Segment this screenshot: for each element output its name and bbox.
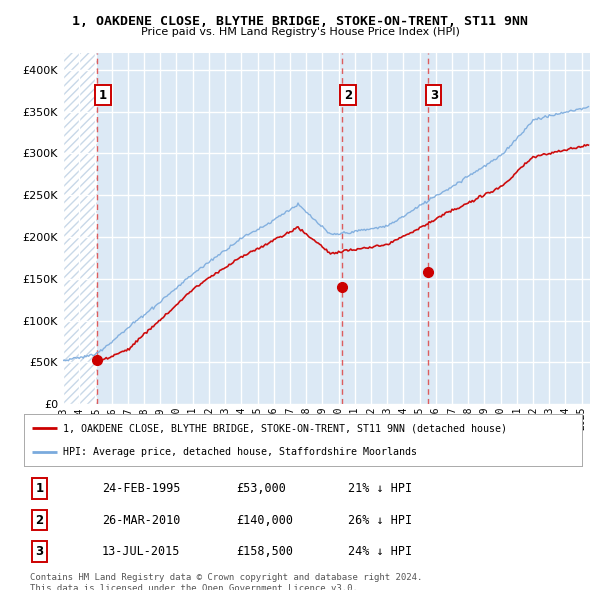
Text: 13-JUL-2015: 13-JUL-2015 xyxy=(102,545,181,558)
Text: 1, OAKDENE CLOSE, BLYTHE BRIDGE, STOKE-ON-TRENT, ST11 9NN: 1, OAKDENE CLOSE, BLYTHE BRIDGE, STOKE-O… xyxy=(72,15,528,28)
Text: Price paid vs. HM Land Registry's House Price Index (HPI): Price paid vs. HM Land Registry's House … xyxy=(140,27,460,37)
Text: £140,000: £140,000 xyxy=(236,513,293,526)
Text: HPI: Average price, detached house, Staffordshire Moorlands: HPI: Average price, detached house, Staf… xyxy=(63,447,417,457)
Text: 2: 2 xyxy=(344,88,352,101)
Bar xyxy=(63,53,97,404)
Text: 1: 1 xyxy=(99,88,107,101)
Text: 3: 3 xyxy=(430,88,438,101)
Text: 24-FEB-1995: 24-FEB-1995 xyxy=(102,482,181,495)
Text: Contains HM Land Registry data © Crown copyright and database right 2024.
This d: Contains HM Land Registry data © Crown c… xyxy=(30,573,422,590)
Text: 26% ↓ HPI: 26% ↓ HPI xyxy=(347,513,412,526)
Text: 2: 2 xyxy=(35,513,44,526)
Text: £158,500: £158,500 xyxy=(236,545,293,558)
Text: 3: 3 xyxy=(35,545,44,558)
Text: 1, OAKDENE CLOSE, BLYTHE BRIDGE, STOKE-ON-TRENT, ST11 9NN (detached house): 1, OAKDENE CLOSE, BLYTHE BRIDGE, STOKE-O… xyxy=(63,423,507,433)
Text: 21% ↓ HPI: 21% ↓ HPI xyxy=(347,482,412,495)
Text: 26-MAR-2010: 26-MAR-2010 xyxy=(102,513,181,526)
Text: 1: 1 xyxy=(35,482,44,495)
Text: 24% ↓ HPI: 24% ↓ HPI xyxy=(347,545,412,558)
Text: £53,000: £53,000 xyxy=(236,482,286,495)
